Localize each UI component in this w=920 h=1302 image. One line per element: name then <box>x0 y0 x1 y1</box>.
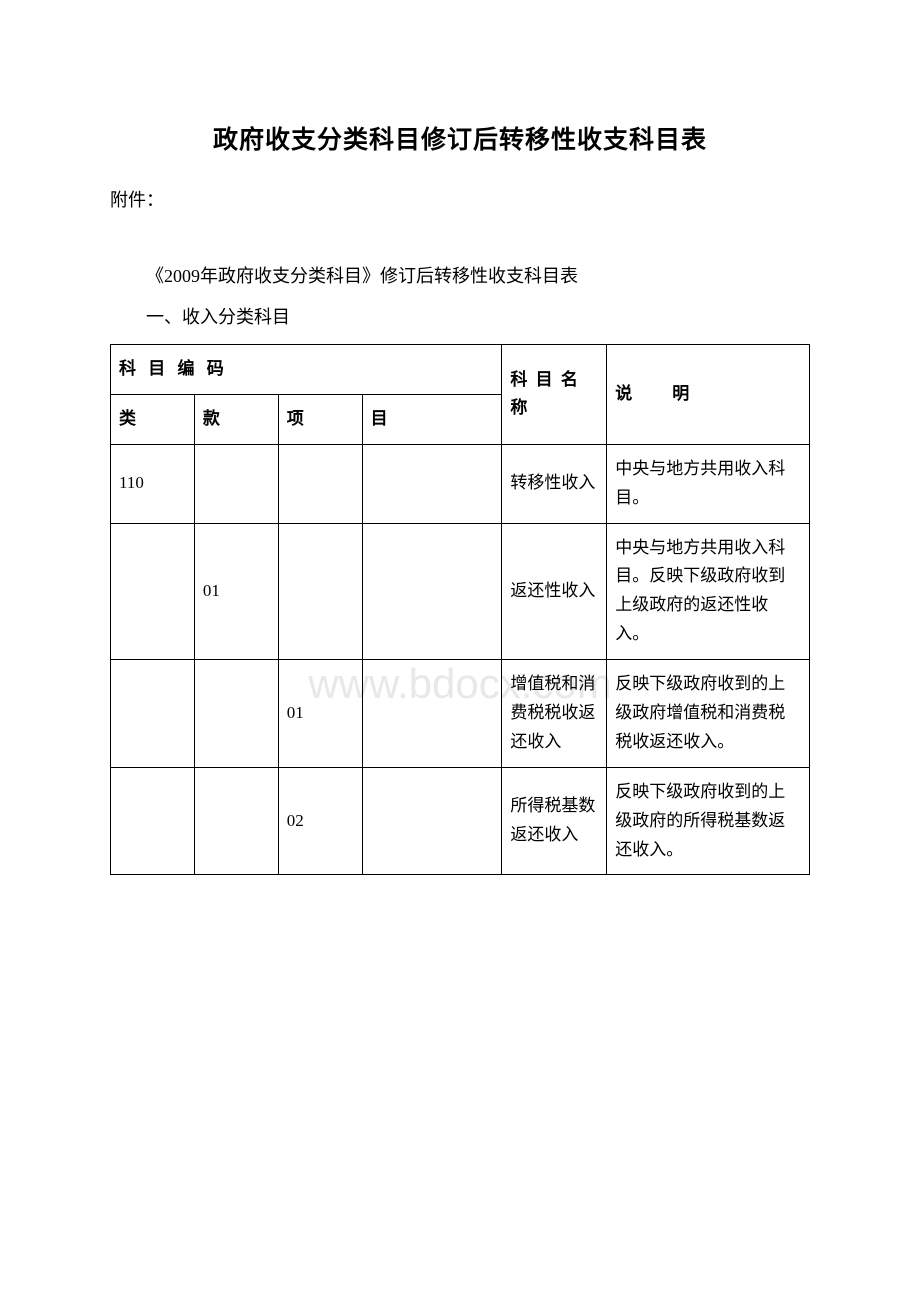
cell-name: 转移性收入 <box>502 444 607 523</box>
classification-table: 科 目 编 码 科 目 名 称 说 明 类 款 项 目 110 转移性收入 中央… <box>110 344 810 875</box>
cell-kuan <box>194 767 278 875</box>
xiang-column-header: 项 <box>278 394 362 444</box>
cell-desc: 中央与地方共用收入科目。 <box>607 444 810 523</box>
cell-kuan <box>194 660 278 768</box>
cell-kuan <box>194 444 278 523</box>
cell-name: 增值税和消费税税收返还收入 <box>502 660 607 768</box>
section-heading: 一、收入分类科目 <box>110 303 810 329</box>
cell-mu <box>362 767 502 875</box>
table-row: 01 增值税和消费税税收返还收入 反映下级政府收到的上级政府增值税和消费税税收返… <box>111 660 810 768</box>
document-content: 政府收支分类科目修订后转移性收支科目表 附件： 《2009年政府收支分类科目》修… <box>110 120 810 875</box>
table-header-row-1: 科 目 编 码 科 目 名 称 说 明 <box>111 345 810 395</box>
cell-xiang <box>278 444 362 523</box>
cell-lei <box>111 523 195 660</box>
code-group-header: 科 目 编 码 <box>111 345 502 395</box>
name-column-header: 科 目 名 称 <box>502 345 607 445</box>
table-row: 110 转移性收入 中央与地方共用收入科目。 <box>111 444 810 523</box>
cell-lei <box>111 767 195 875</box>
lei-column-header: 类 <box>111 394 195 444</box>
cell-xiang: 01 <box>278 660 362 768</box>
table-row: 02 所得税基数返还收入 反映下级政府收到的上级政府的所得税基数返还收入。 <box>111 767 810 875</box>
document-title: 政府收支分类科目修订后转移性收支科目表 <box>110 120 810 156</box>
cell-mu <box>362 523 502 660</box>
desc-column-header: 说 明 <box>607 345 810 445</box>
attachment-label: 附件： <box>110 186 810 212</box>
cell-xiang: 02 <box>278 767 362 875</box>
kuan-column-header: 款 <box>194 394 278 444</box>
cell-lei: 110 <box>111 444 195 523</box>
cell-desc: 反映下级政府收到的上级政府的所得税基数返还收入。 <box>607 767 810 875</box>
cell-xiang <box>278 523 362 660</box>
cell-name: 所得税基数返还收入 <box>502 767 607 875</box>
cell-name: 返还性收入 <box>502 523 607 660</box>
cell-desc: 反映下级政府收到的上级政府增值税和消费税税收返还收入。 <box>607 660 810 768</box>
document-subtitle: 《2009年政府收支分类科目》修订后转移性收支科目表 <box>110 262 810 288</box>
table-row: 01 返还性收入 中央与地方共用收入科目。反映下级政府收到上级政府的返还性收入。 <box>111 523 810 660</box>
cell-mu <box>362 444 502 523</box>
cell-lei <box>111 660 195 768</box>
mu-column-header: 目 <box>362 394 502 444</box>
cell-kuan: 01 <box>194 523 278 660</box>
cell-desc: 中央与地方共用收入科目。反映下级政府收到上级政府的返还性收入。 <box>607 523 810 660</box>
cell-mu <box>362 660 502 768</box>
